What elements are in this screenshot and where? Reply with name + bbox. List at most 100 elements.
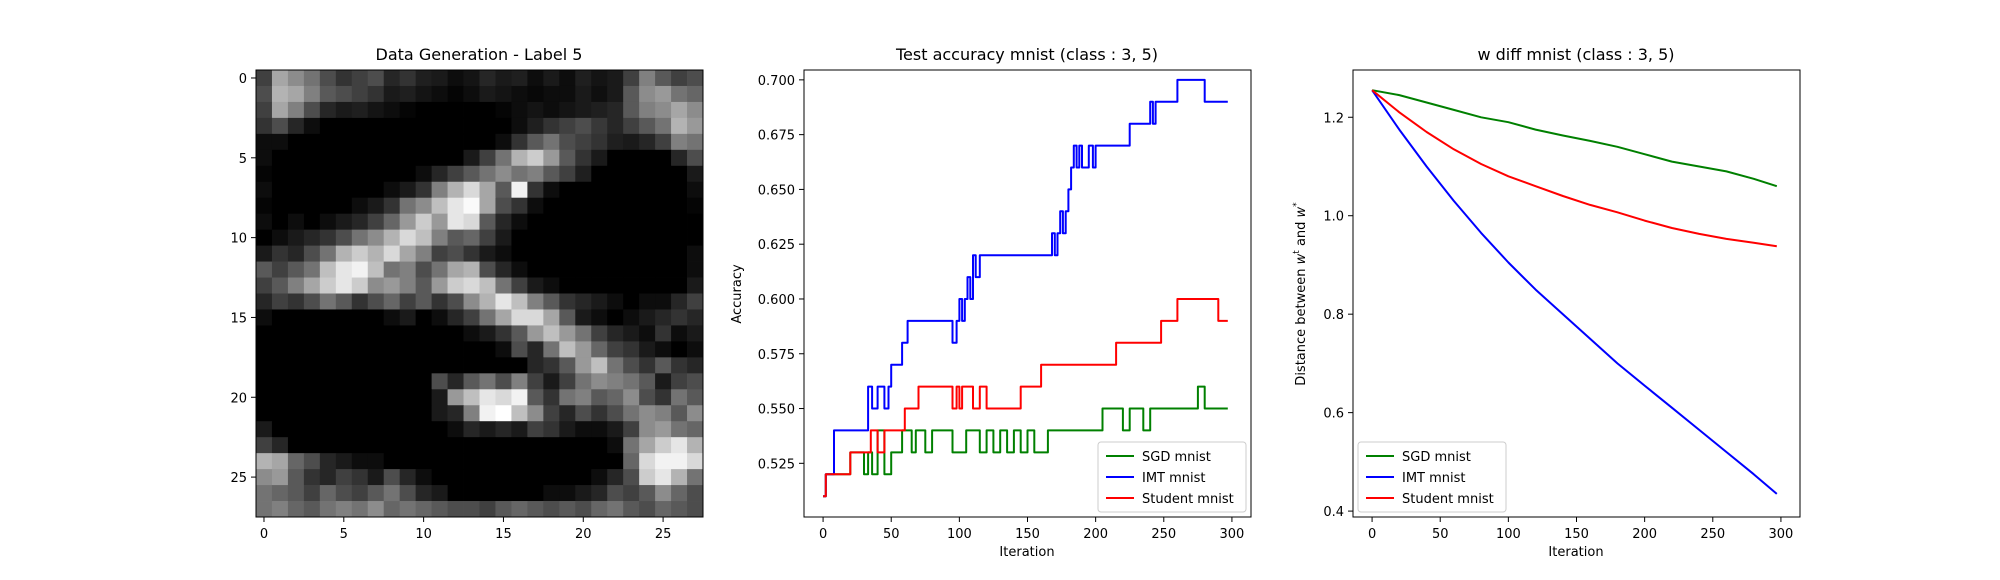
heatmap-cell bbox=[415, 181, 432, 199]
heatmap-cell bbox=[319, 405, 337, 422]
heatmap-cell bbox=[367, 437, 385, 454]
heatmap-cell bbox=[303, 373, 321, 390]
heatmap-cell bbox=[399, 133, 417, 151]
heatmap-cell bbox=[271, 373, 289, 390]
heatmap-cell bbox=[431, 277, 448, 294]
accuracy-y-axis-label: Accuracy bbox=[730, 264, 745, 324]
heatmap-cell bbox=[687, 117, 704, 135]
heatmap-cell bbox=[511, 309, 528, 326]
heatmap-cell bbox=[271, 165, 289, 183]
heatmap-cell bbox=[479, 469, 496, 486]
heatmap-cell bbox=[256, 485, 273, 502]
heatmap-cell bbox=[271, 85, 289, 103]
heatmap-cell bbox=[287, 453, 305, 470]
heatmap-cell bbox=[319, 261, 337, 278]
heatmap-cell bbox=[623, 309, 640, 326]
heatmap-cell bbox=[479, 229, 496, 246]
heatmap-cell bbox=[351, 469, 369, 486]
heatmap-cell bbox=[591, 149, 608, 167]
heatmap-cell bbox=[431, 309, 448, 326]
heatmap-cell bbox=[367, 357, 385, 374]
heatmap-cell bbox=[271, 389, 289, 406]
heatmap-cell bbox=[511, 501, 528, 518]
heatmap-cell bbox=[655, 229, 672, 246]
heatmap-cell bbox=[591, 85, 608, 103]
heatmap-cell bbox=[351, 277, 369, 294]
heatmap-cell bbox=[287, 373, 305, 390]
heatmap-cell bbox=[463, 245, 480, 262]
heatmap-x-tick-label: 10 bbox=[415, 527, 432, 542]
heatmap-cell bbox=[335, 421, 353, 438]
heatmap-cell bbox=[655, 277, 672, 294]
heatmap-cell bbox=[575, 325, 592, 342]
heatmap-cell bbox=[303, 277, 321, 294]
heatmap-cell bbox=[479, 261, 496, 278]
heatmap-cell bbox=[383, 149, 401, 167]
accuracy-line-imt bbox=[823, 78, 1228, 498]
heatmap-cell bbox=[639, 101, 656, 119]
heatmap-cell bbox=[655, 341, 672, 358]
heatmap-cell bbox=[591, 405, 608, 422]
heatmap-cell bbox=[495, 117, 512, 135]
heatmap-cell bbox=[367, 70, 385, 87]
heatmap-cell bbox=[511, 469, 528, 486]
heatmap-cell bbox=[527, 437, 544, 454]
heatmap-cell bbox=[447, 309, 464, 326]
heatmap-cell bbox=[527, 277, 544, 294]
heatmap-cell bbox=[495, 293, 512, 310]
heatmap-cell bbox=[383, 261, 401, 278]
heatmap-cell bbox=[399, 117, 417, 135]
heatmap-cell bbox=[447, 405, 464, 422]
heatmap-cell bbox=[415, 245, 432, 262]
heatmap-cell bbox=[271, 229, 289, 246]
accuracy-title: Test accuracy mnist (class : 3, 5) bbox=[895, 45, 1158, 64]
heatmap-cell bbox=[415, 133, 432, 151]
heatmap-cell bbox=[495, 133, 512, 151]
heatmap-cell bbox=[511, 485, 528, 502]
heatmap-cell bbox=[527, 389, 544, 406]
heatmap-cell bbox=[607, 133, 624, 151]
heatmap-cell bbox=[463, 309, 480, 326]
heatmap-cell bbox=[415, 85, 432, 103]
heatmap-cell bbox=[399, 501, 417, 518]
heatmap-cell bbox=[271, 341, 289, 358]
wdiff-y-tick-label: 1.0 bbox=[1323, 210, 1344, 225]
accuracy-y-tick-label: 0.525 bbox=[758, 457, 795, 472]
heatmap-cell bbox=[479, 437, 496, 454]
heatmap-cell bbox=[495, 373, 512, 390]
heatmap-cell bbox=[623, 101, 640, 119]
heatmap-cell bbox=[575, 70, 592, 87]
heatmap-cell bbox=[383, 245, 401, 262]
wdiff-line-student bbox=[1371, 89, 1777, 248]
heatmap-cell bbox=[256, 373, 273, 390]
heatmap-cell bbox=[303, 293, 321, 310]
heatmap-cell bbox=[271, 277, 289, 294]
heatmap-cell bbox=[623, 373, 640, 390]
heatmap-cell bbox=[671, 181, 688, 199]
heatmap-cell bbox=[463, 501, 480, 518]
heatmap-cell bbox=[351, 165, 369, 183]
heatmap-cell bbox=[591, 325, 608, 342]
heatmap-cell bbox=[383, 469, 401, 486]
heatmap-cell bbox=[527, 245, 544, 262]
heatmap-cell bbox=[623, 421, 640, 438]
heatmap-cell bbox=[287, 133, 305, 151]
heatmap-cell bbox=[607, 197, 624, 215]
heatmap-cell bbox=[511, 149, 528, 167]
heatmap-cell bbox=[319, 373, 337, 390]
heatmap-cell bbox=[607, 261, 624, 278]
heatmap-cell bbox=[495, 325, 512, 342]
heatmap-cell bbox=[623, 389, 640, 406]
heatmap-cell bbox=[543, 181, 560, 199]
heatmap-cell bbox=[623, 85, 640, 103]
heatmap-cell bbox=[399, 70, 417, 87]
heatmap-cell bbox=[639, 501, 656, 518]
heatmap-cell bbox=[447, 70, 464, 87]
heatmap-cell bbox=[543, 501, 560, 518]
heatmap-cell bbox=[479, 117, 496, 135]
heatmap-cell bbox=[367, 453, 385, 470]
heatmap-cell bbox=[479, 485, 496, 502]
heatmap-cell bbox=[383, 325, 401, 342]
heatmap-cell bbox=[447, 101, 464, 119]
heatmap-cell bbox=[639, 469, 656, 486]
